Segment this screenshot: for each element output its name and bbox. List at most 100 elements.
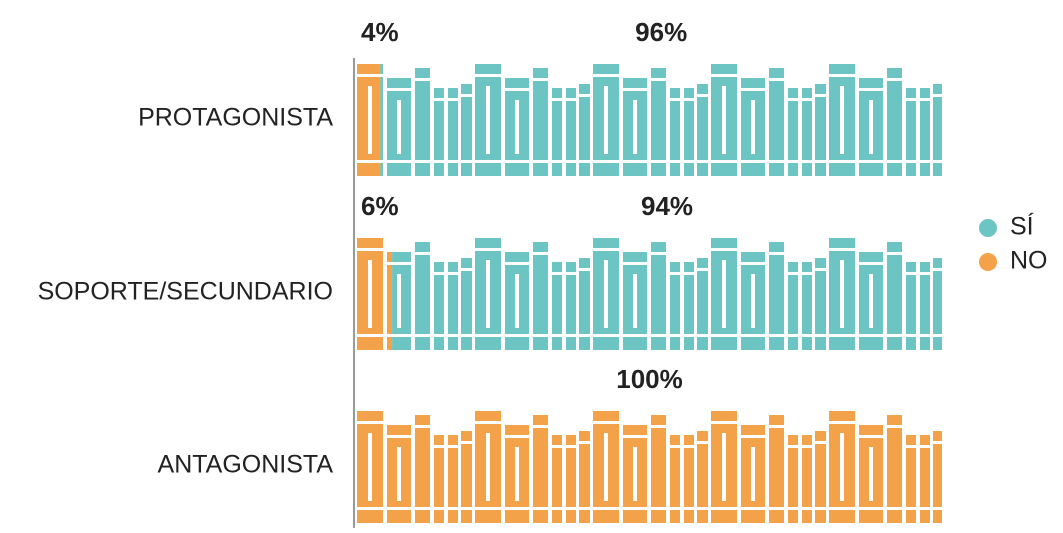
book-spine (368, 86, 372, 154)
book-edge (942, 236, 943, 352)
book-top (906, 238, 916, 262)
book-spine (633, 100, 637, 154)
book-band (566, 160, 576, 163)
book-band (593, 334, 619, 337)
book-band (684, 334, 694, 337)
legend-label: NO (1010, 247, 1048, 275)
book-spine (486, 433, 490, 501)
book-top (505, 64, 529, 78)
book-gap (472, 411, 475, 523)
book-band (387, 435, 411, 438)
book-spine (751, 100, 755, 154)
book-gap (826, 238, 829, 350)
book-band (505, 334, 529, 337)
book-gap (902, 64, 906, 176)
book-band (859, 88, 883, 91)
book-gap (411, 238, 415, 350)
book-gap (930, 64, 933, 176)
book-top (906, 411, 916, 435)
book-band (684, 272, 694, 275)
book-gap (666, 64, 670, 176)
book-top (802, 64, 812, 88)
book-band (357, 74, 383, 77)
book-band (906, 160, 916, 163)
book-band (434, 98, 444, 101)
book-band (533, 78, 548, 81)
book-top (461, 411, 472, 431)
book-top (906, 64, 916, 88)
book-band (670, 160, 680, 163)
book-band (697, 507, 708, 510)
book-gap (548, 411, 552, 523)
book-gap (708, 238, 711, 350)
book-spine (486, 260, 490, 328)
book-gap (855, 411, 859, 523)
book-top (741, 64, 765, 78)
book-band (593, 74, 619, 77)
book-band (357, 160, 383, 163)
book-band (593, 507, 619, 510)
legend-label: SÍ (1010, 212, 1034, 241)
book-gap (562, 411, 566, 523)
book-band (769, 78, 784, 81)
book-gap (855, 238, 859, 350)
book-top (387, 64, 411, 78)
book-gap (590, 238, 593, 350)
book-gap (812, 411, 815, 523)
book-band (552, 272, 562, 275)
book-spine (722, 260, 726, 328)
book-spine (368, 260, 372, 328)
book-band (697, 334, 708, 337)
book-band (815, 507, 826, 510)
book-top (448, 64, 458, 88)
book-spine (604, 433, 608, 501)
book-spine (722, 86, 726, 154)
book-gap (694, 411, 697, 523)
book-band (769, 252, 784, 255)
book-band (933, 94, 942, 97)
book-gap (902, 411, 906, 523)
book-top (566, 64, 576, 88)
book-gap (798, 64, 802, 176)
book-gap (576, 238, 579, 350)
book-band (933, 268, 942, 271)
book-band (802, 272, 812, 275)
book-gap (680, 411, 684, 523)
book-gap (444, 411, 448, 523)
book-top (684, 64, 694, 88)
book-top (533, 238, 548, 242)
book-spine (840, 433, 844, 501)
book-gap (916, 238, 920, 350)
book-spine (869, 100, 873, 154)
book-spine (515, 447, 519, 501)
book-top (434, 411, 444, 435)
book-band (461, 160, 472, 163)
book-band (711, 248, 737, 251)
book-top (697, 64, 708, 84)
book-gap (411, 411, 415, 523)
book-gap (930, 411, 933, 523)
book-top (802, 411, 812, 435)
book-top (552, 411, 562, 435)
book-band (906, 98, 916, 101)
book-band (829, 334, 855, 337)
book-gap (548, 238, 552, 350)
book-top (788, 64, 798, 88)
book-band (711, 74, 737, 77)
book-band (434, 160, 444, 163)
book-band (387, 334, 411, 337)
book-band (593, 421, 619, 424)
book-band (887, 507, 902, 510)
legend-marker (979, 219, 997, 237)
book-spine (397, 447, 401, 501)
book-gap (430, 411, 434, 523)
book-spine (840, 86, 844, 154)
book-band (829, 160, 855, 163)
book-band (887, 78, 902, 81)
book-top (788, 411, 798, 435)
book-band (505, 160, 529, 163)
book-band (623, 88, 647, 91)
book-band (802, 160, 812, 163)
book-band (815, 160, 826, 163)
book-band (815, 334, 826, 337)
